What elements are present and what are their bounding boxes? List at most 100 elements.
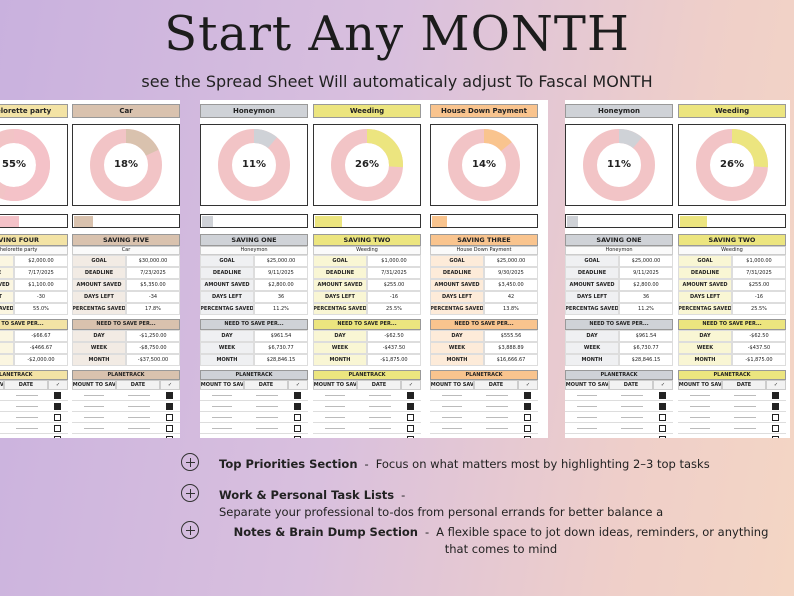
field-value: $1,000.00 xyxy=(367,255,421,267)
plan-column: ✓ xyxy=(48,380,68,390)
field-value: 9/11/2025 xyxy=(619,267,673,279)
feature-separator: - xyxy=(401,488,406,502)
plan-check xyxy=(407,425,414,432)
field-label: AMOUNT SAVED xyxy=(72,279,126,291)
field-value: $25,000.00 xyxy=(484,255,538,267)
plan-date xyxy=(369,406,391,408)
plan-column: ✓ xyxy=(766,380,786,390)
saving-name: Honeymon xyxy=(565,246,673,255)
need-label: MONTH xyxy=(678,354,732,366)
plan-amount xyxy=(442,417,462,419)
plan-row xyxy=(313,390,421,401)
saving-title: SAVING TWO xyxy=(678,234,786,246)
plan-column: ✓ xyxy=(518,380,538,390)
field-label: AMOUNT SAVED xyxy=(313,279,367,291)
field-value: $5,350.00 xyxy=(126,279,180,291)
plan-amount xyxy=(577,395,597,397)
field-label: GOAL xyxy=(200,255,254,267)
donut-arc xyxy=(448,129,520,201)
field-value: 55.0% xyxy=(14,303,68,315)
title: Start Any MONTH xyxy=(164,6,630,62)
field-value: 25.5% xyxy=(732,303,786,315)
saving-title: SAVING ONE xyxy=(565,234,673,246)
donut-chart xyxy=(696,129,768,201)
need-title: NEED TO SAVE PER... xyxy=(430,319,538,330)
need-label: WEEK xyxy=(430,342,484,354)
plan-row xyxy=(72,401,180,412)
need-value: -$37,500.00 xyxy=(126,354,180,366)
plan-check xyxy=(294,403,301,410)
plan-date xyxy=(256,428,278,430)
field-value: $1,000.00 xyxy=(732,255,786,267)
field-value: $3,450.00 xyxy=(484,279,538,291)
progress-bar xyxy=(432,216,447,227)
saving-title: SAVING THREE xyxy=(430,234,538,246)
feature-title: Top Priorities Section xyxy=(219,457,358,471)
plan-date xyxy=(621,428,643,430)
field-value: -16 xyxy=(367,291,421,303)
plan-amount xyxy=(690,395,710,397)
feature-title: Notes & Brain Dump Section xyxy=(233,525,418,539)
sheet-header: Weeding xyxy=(678,104,786,118)
field-value: 11.2% xyxy=(619,303,673,315)
plan-date xyxy=(621,417,643,419)
need-value: $28,846.15 xyxy=(254,354,308,366)
plan-row xyxy=(313,434,421,438)
plan-column: AMOUNT TO SAVE xyxy=(430,380,474,390)
progress-bar xyxy=(315,216,343,227)
plan-check xyxy=(524,414,531,421)
field-value: $25,000.00 xyxy=(254,255,308,267)
need-value: -$466.67 xyxy=(14,342,68,354)
donut-arc xyxy=(90,129,162,201)
plan-column: AMOUNT TO SAVE xyxy=(313,380,357,390)
plan-row xyxy=(565,423,673,434)
plan-row xyxy=(678,434,786,438)
plan-date xyxy=(16,428,38,430)
need-value: $3,888.89 xyxy=(484,342,538,354)
plan-column: AMOUNT TO SAVE xyxy=(72,380,116,390)
plan-amount xyxy=(325,406,345,408)
plan-date xyxy=(734,417,756,419)
progress-box xyxy=(0,214,68,228)
feature-text: Work & Personal Task Lists - Separate your… xyxy=(219,487,794,521)
field-label: DEADLINE xyxy=(313,267,367,279)
plan-check xyxy=(166,425,173,432)
feature-separator: - xyxy=(425,525,430,539)
plan-row xyxy=(72,434,180,438)
saving-title: SAVING FOUR xyxy=(0,234,68,246)
plan-row xyxy=(430,412,538,423)
plan-check xyxy=(407,403,414,410)
plan-row xyxy=(200,412,308,423)
sheet-panel: Honeymon 11% SAVING ONE Honeymon GOAL $25,000… xyxy=(565,100,790,438)
plan-column: DATE xyxy=(609,380,653,390)
need-label: DAY xyxy=(565,330,619,342)
donut-label: 26% xyxy=(720,159,744,170)
field-value: 9/30/2025 xyxy=(484,267,538,279)
plan-column: DATE xyxy=(474,380,518,390)
field-value: 7/31/2025 xyxy=(732,267,786,279)
field-label: GOAL xyxy=(0,255,14,267)
field-label: GOAL xyxy=(678,255,732,267)
field-value: $25,000.00 xyxy=(619,255,673,267)
plan-date xyxy=(16,395,38,397)
need-value: -$437.50 xyxy=(732,342,786,354)
field-label: GOAL xyxy=(72,255,126,267)
field-label: PERCENTAG SAVED xyxy=(313,303,367,315)
field-label: DAYS LEFT xyxy=(72,291,126,303)
plan-amount xyxy=(212,395,232,397)
need-label: WEEK xyxy=(565,342,619,354)
need-value: -$2,000.00 xyxy=(14,354,68,366)
plan-row xyxy=(72,390,180,401)
plan-date xyxy=(369,417,391,419)
field-value: 25.5% xyxy=(367,303,421,315)
feature-description: Focus on what matters most by highlighti… xyxy=(375,457,710,471)
feature-text: Top Priorities Section - Focus on what mat… xyxy=(219,456,794,473)
donut-box: 26% xyxy=(678,124,786,206)
plan-column: DATE xyxy=(722,380,766,390)
plan-column: ✓ xyxy=(160,380,180,390)
field-label: AMOUNT SAVED xyxy=(0,279,14,291)
need-title: NEED TO SAVE PER... xyxy=(200,319,308,330)
plan-amount xyxy=(84,395,104,397)
progress-box xyxy=(678,214,786,228)
